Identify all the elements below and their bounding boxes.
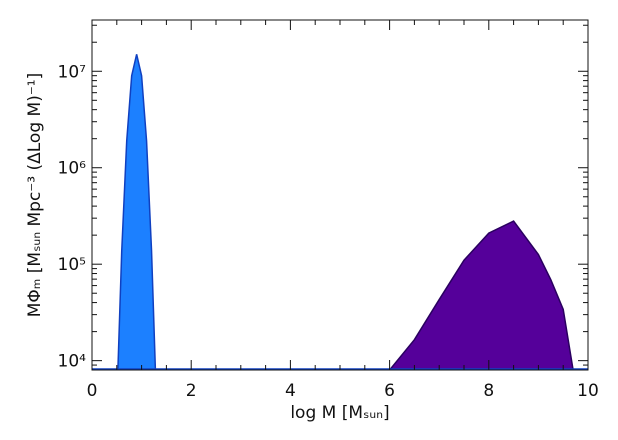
y-axis-label: MΦₘ [Mₛᵤₙ Mpc⁻³ (ΔLog M)⁻¹] [25,73,45,318]
x-tick-label: 0 [87,381,98,401]
area-fill [388,220,574,370]
x-tick-label: 8 [483,381,494,401]
y-tick-label: 10⁴ [58,352,87,372]
x-tick-label: 10 [577,381,599,401]
y-tick-label: 10⁶ [58,159,87,179]
x-tick-label: 4 [285,381,296,401]
plot-area [92,54,588,370]
x-axis-label: log M [Mₛᵤₙ] [290,403,389,423]
y-tick-label: 10⁵ [58,255,86,275]
y-tick-label: 10⁷ [58,62,87,82]
area-fill [117,54,157,370]
x-tick-label: 6 [384,381,395,401]
x-tick-label: 2 [186,381,197,401]
